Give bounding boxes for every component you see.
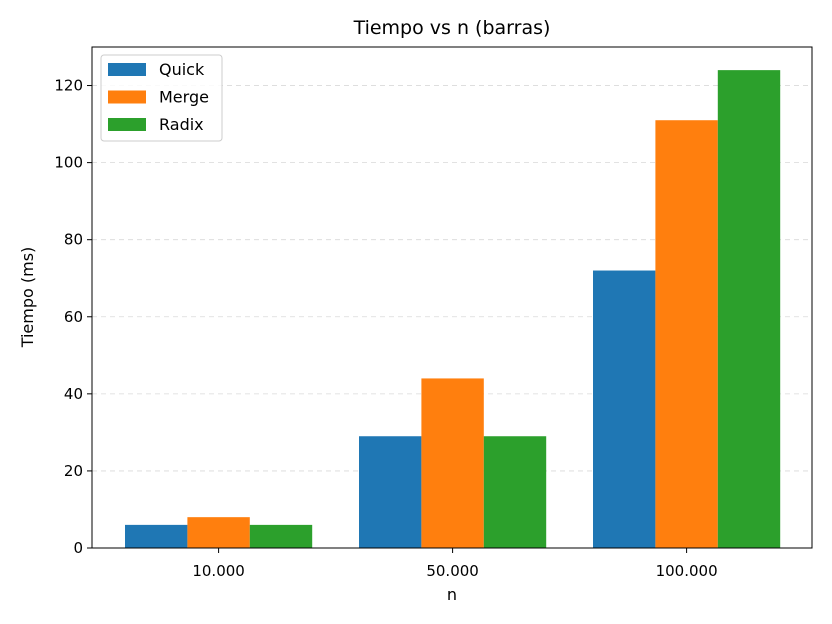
y-tick-label: 0 xyxy=(73,539,83,557)
legend: Quick Merge Radix xyxy=(100,54,223,142)
bar-radix-0 xyxy=(249,524,313,548)
chart-title: Tiempo vs n (barras) xyxy=(353,17,551,39)
bar-quick-2 xyxy=(593,270,656,548)
bar-radix-1 xyxy=(483,436,547,548)
x-axis-label: n xyxy=(447,585,457,604)
bar-merge-1 xyxy=(421,378,484,548)
y-tick-label: 100 xyxy=(54,154,83,172)
y-tick-label: 120 xyxy=(54,77,83,95)
bar-quick-0 xyxy=(125,524,188,548)
x-tick-label: 100.000 xyxy=(656,562,718,580)
legend-swatch-radix xyxy=(108,118,146,131)
x-tick-label: 10.000 xyxy=(192,562,245,580)
y-tick-label: 60 xyxy=(64,308,83,326)
y-tick-label: 20 xyxy=(64,462,83,480)
bar-radix-2 xyxy=(717,70,781,548)
plot-frame xyxy=(91,46,813,549)
y-axis-label: Tiempo (ms) xyxy=(18,247,37,349)
legend-swatch-quick xyxy=(108,63,146,76)
bars xyxy=(125,70,781,548)
x-tick-label: 50.000 xyxy=(426,562,479,580)
y-tick-label: 40 xyxy=(64,385,83,403)
axes: 0 20 40 60 80 100 120 10.000 50.000 100.000 xyxy=(54,46,813,580)
legend-label-merge: Merge xyxy=(159,88,209,107)
bar-merge-0 xyxy=(187,517,250,548)
legend-label-quick: Quick xyxy=(159,60,205,79)
bar-merge-2 xyxy=(655,120,718,548)
y-tick-label: 80 xyxy=(64,231,83,249)
bar-quick-1 xyxy=(359,436,422,548)
legend-swatch-merge xyxy=(108,90,146,104)
legend-label-radix: Radix xyxy=(159,115,204,134)
